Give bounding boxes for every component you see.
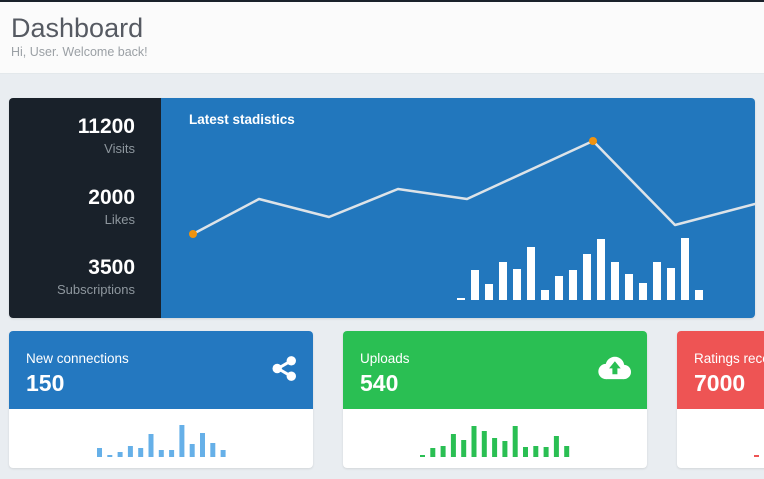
stat-visits: 11200 Visits	[9, 114, 135, 159]
uploads-sparkline	[420, 426, 570, 457]
ratings-received-sparkline	[754, 455, 759, 457]
stat-likes-label: Likes	[104, 211, 135, 227]
card-ratings-received[interactable]: Ratings received 7000	[677, 331, 764, 468]
stat-visits-value: 11200	[77, 115, 135, 138]
card-new-connections-body	[9, 409, 313, 468]
stat-subscriptions-label: Subscriptions	[56, 282, 135, 297]
card-ratings-received-value: 7000	[694, 370, 746, 396]
latest-statistics-title: Latest stadistics	[189, 112, 295, 127]
page-header: Dashboard Hi, User. Welcome back!	[0, 2, 764, 74]
stat-subscriptions-value: 3500	[88, 256, 135, 279]
card-uploads[interactable]: Uploads 540	[343, 331, 647, 468]
card-uploads-body	[343, 409, 647, 468]
page-subtitle: Hi, User. Welcome back!	[11, 45, 148, 59]
content-area: 11200 Visits 2000 Likes 3500 Subscriptio…	[0, 74, 764, 468]
top-accent-bar	[0, 0, 764, 2]
card-uploads-value: 540	[360, 370, 399, 396]
stats-summary-panel: 11200 Visits 2000 Likes 3500 Subscriptio…	[9, 98, 161, 318]
summary-cards-row: New connections 150	[9, 331, 764, 468]
stat-likes-value: 2000	[88, 185, 135, 209]
new-connections-sparkline	[96, 425, 226, 457]
card-uploads-header: Uploads 540	[343, 331, 647, 409]
card-new-connections-header: New connections 150	[9, 331, 313, 409]
card-new-connections-value: 150	[26, 370, 65, 396]
share-icon	[272, 355, 297, 387]
page-title: Dashboard	[11, 13, 144, 43]
cloud-upload-icon	[597, 355, 631, 385]
stat-subscriptions: 3500 Subscriptions	[9, 255, 135, 300]
card-new-connections[interactable]: New connections 150	[9, 331, 313, 468]
stat-visits-label: Visits	[104, 141, 135, 156]
card-new-connections-title: New connections	[26, 351, 129, 366]
card-ratings-received-body	[677, 409, 764, 468]
card-ratings-received-header: Ratings received 7000	[677, 331, 764, 409]
card-uploads-title: Uploads	[360, 351, 410, 366]
latest-statistics-panel: Latest stadistics	[161, 98, 755, 318]
card-ratings-received-title: Ratings received	[694, 351, 764, 366]
stat-likes: 2000 Likes	[9, 185, 135, 230]
latest-statistics-chart	[189, 137, 755, 300]
statistics-row: 11200 Visits 2000 Likes 3500 Subscriptio…	[9, 98, 755, 318]
